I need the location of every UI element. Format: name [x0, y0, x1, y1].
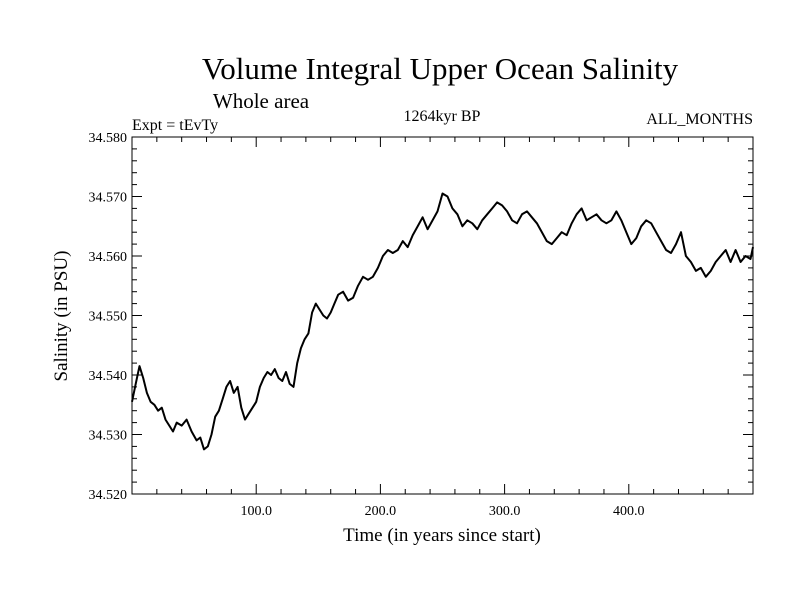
axis-ticks: [132, 137, 753, 494]
y-tick-label: 34.540: [89, 369, 128, 384]
y-tick-label: 34.560: [89, 250, 128, 265]
y-axis-label: Salinity (in PSU): [51, 251, 72, 382]
y-tick-label: 34.520: [89, 488, 128, 503]
experiment-label: Expt = tEvTy: [132, 117, 218, 134]
x-axis-label: Time (in years since start): [343, 525, 541, 546]
x-tick-label: 200.0: [365, 504, 397, 519]
plot-frame: [131, 136, 754, 495]
period-label: 1264kyr BP: [404, 108, 481, 125]
months-label: ALL_MONTHS: [646, 111, 753, 128]
y-tick-label: 34.550: [89, 310, 128, 325]
y-tick-label: 34.530: [89, 429, 128, 444]
axis-tick-labels: 100.0 200.0 300.0 400.0 34.520 34.530 34.540 34…: [89, 131, 645, 519]
x-tick-label: 400.0: [613, 504, 645, 519]
x-tick-label: 300.0: [489, 504, 521, 519]
y-tick-label: 34.570: [89, 191, 128, 206]
y-tick-label: 34.580: [89, 131, 128, 146]
salinity-series-line: [131, 192, 754, 451]
chart-subtitle: Whole area: [213, 89, 310, 113]
x-tick-label: 100.0: [240, 504, 272, 519]
chart-title: Volume Integral Upper Ocean Salinity: [202, 51, 679, 86]
